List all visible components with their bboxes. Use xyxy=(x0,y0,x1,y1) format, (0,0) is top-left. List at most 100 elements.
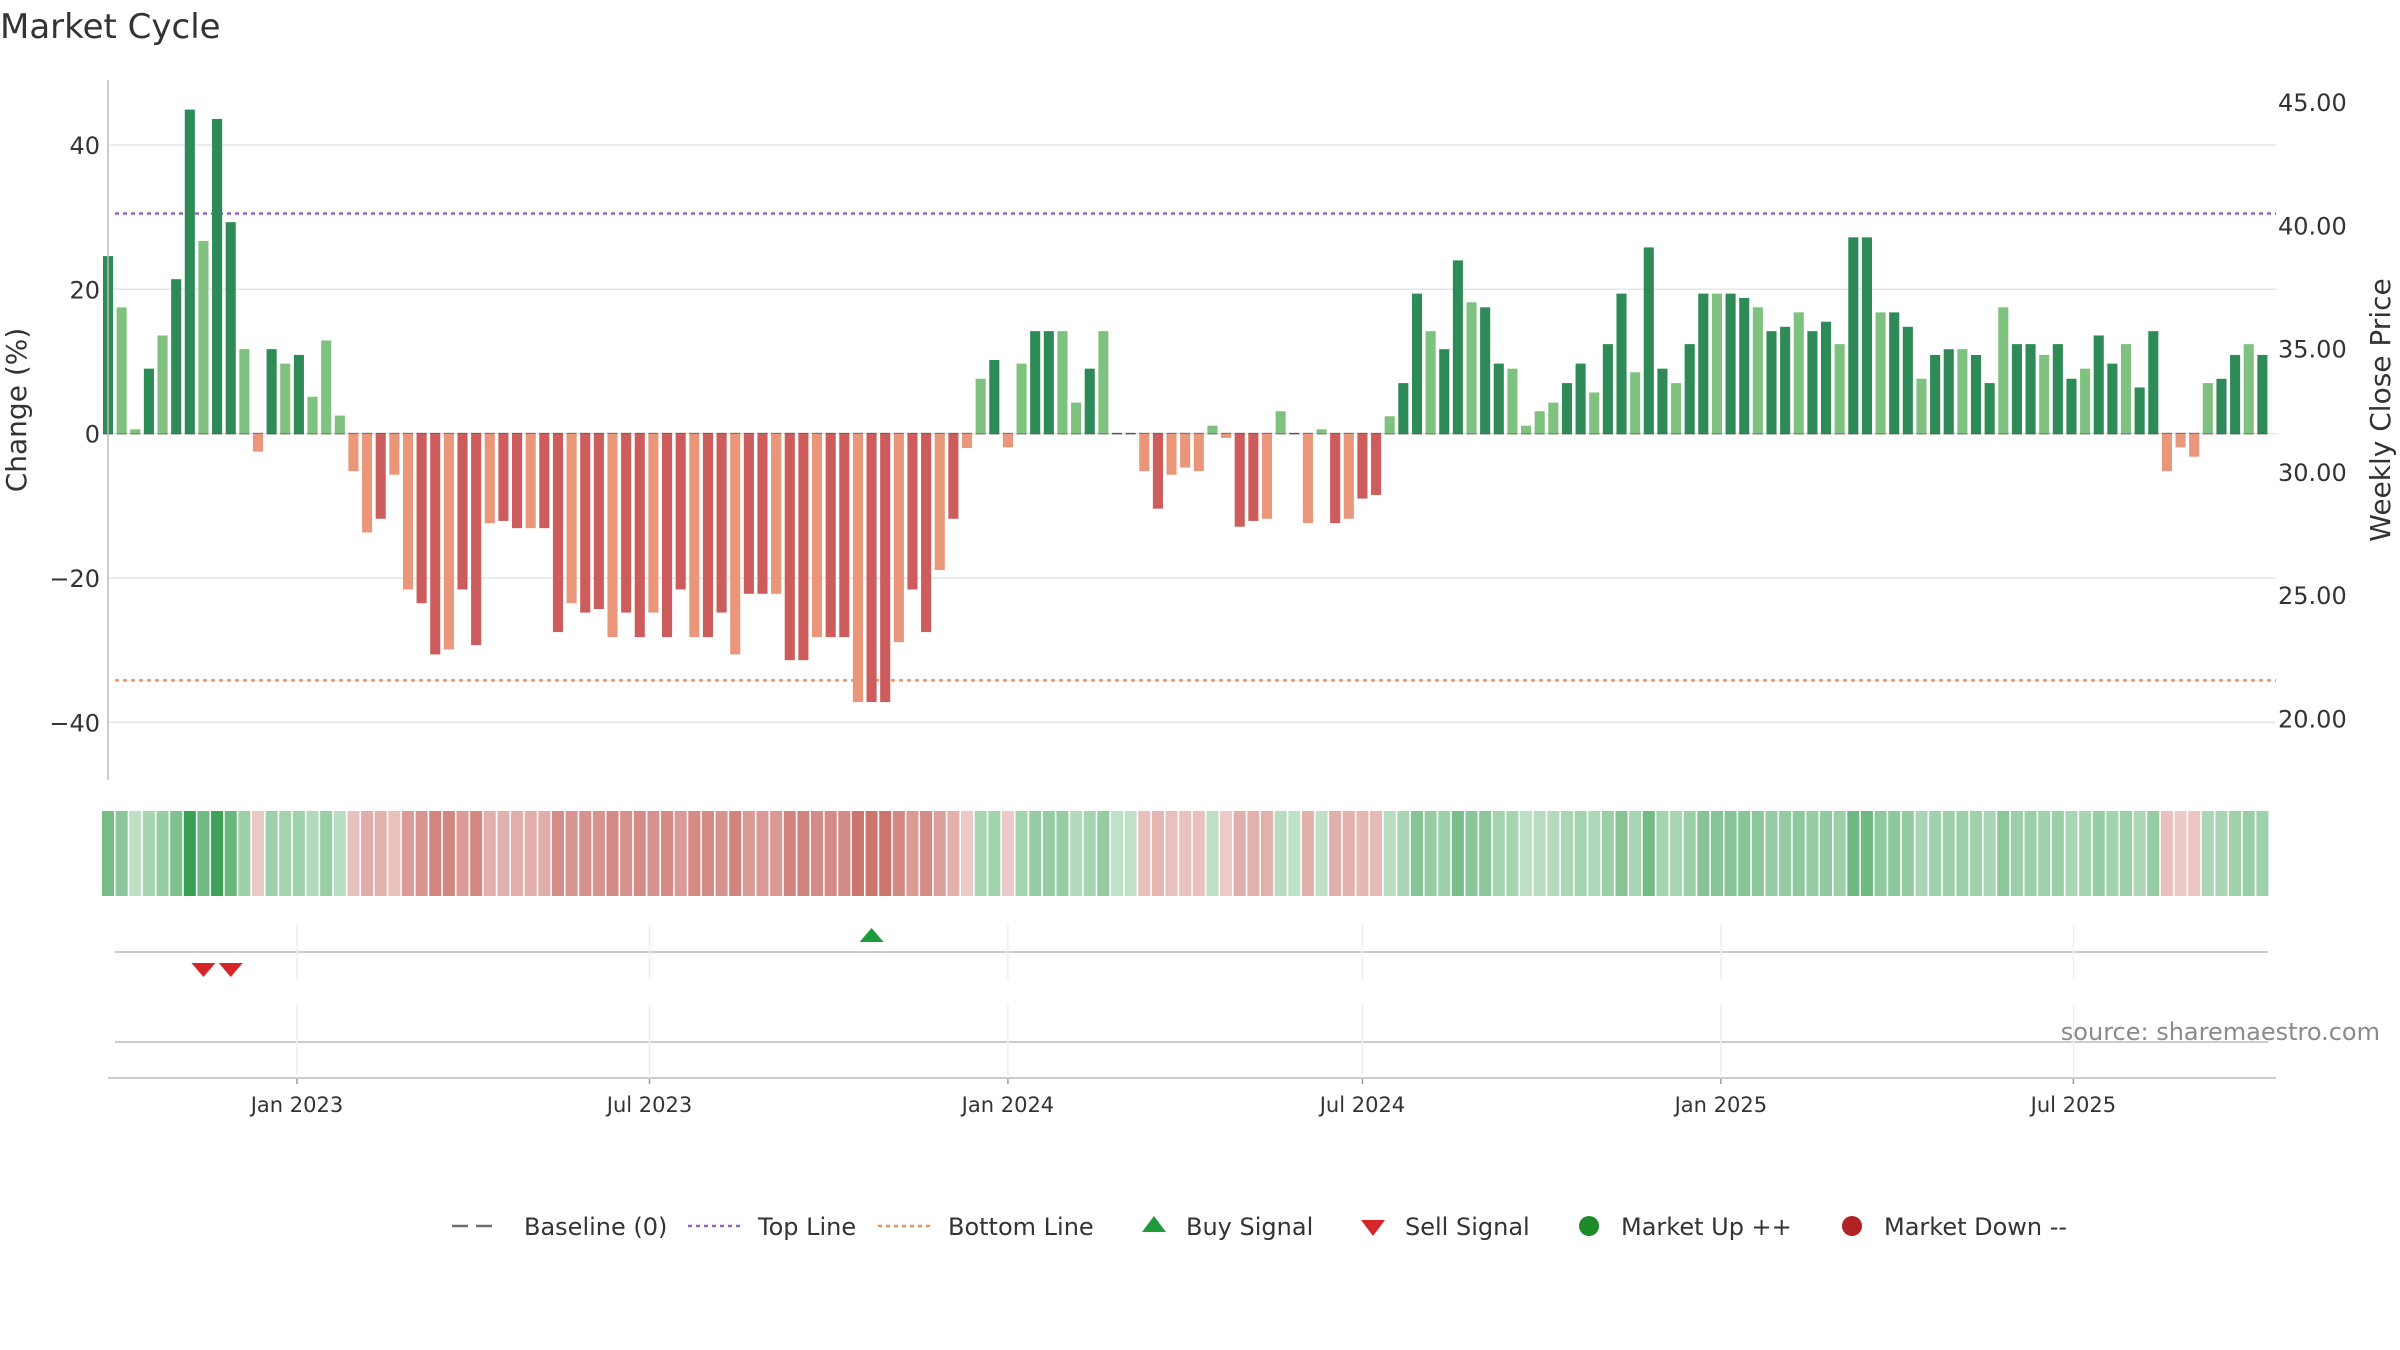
change-bar xyxy=(621,433,632,613)
change-bar xyxy=(1316,429,1327,434)
heat-cell xyxy=(2024,811,2037,896)
heat-cell xyxy=(579,811,592,896)
change-bar xyxy=(1521,425,1532,434)
heat-cell xyxy=(1301,811,1314,896)
change-bar xyxy=(2189,433,2200,457)
change-bar xyxy=(1616,293,1627,434)
change-bar xyxy=(348,433,359,472)
heat-cell xyxy=(2215,811,2228,896)
heat-cell xyxy=(1451,811,1464,896)
change-bar xyxy=(593,433,604,609)
change-bar xyxy=(1384,416,1395,434)
heat-cell xyxy=(170,811,183,896)
heat-cell xyxy=(1710,811,1723,896)
heat-cell xyxy=(974,811,987,896)
change-bar xyxy=(1302,433,1313,524)
heat-cell xyxy=(1806,811,1819,896)
change-bar xyxy=(484,433,495,524)
change-bar xyxy=(1807,331,1818,434)
heat-cell xyxy=(1342,811,1355,896)
heat-cell xyxy=(947,811,960,896)
heat-cell xyxy=(2106,811,2119,896)
change-bar xyxy=(1766,331,1777,434)
change-bar xyxy=(1411,293,1423,434)
heat-cell xyxy=(865,811,878,896)
heat-cell xyxy=(1820,811,1833,896)
change-bar xyxy=(1820,321,1832,434)
change-bar xyxy=(580,433,591,613)
heat-cell xyxy=(1860,811,1873,896)
heat-cell xyxy=(838,811,851,896)
heat-cell xyxy=(1492,811,1505,896)
change-bar xyxy=(375,433,386,519)
change-bar xyxy=(498,433,509,521)
heat-cell xyxy=(333,811,346,896)
change-bar xyxy=(402,433,414,590)
heat-cell xyxy=(1015,811,1028,896)
change-bar xyxy=(2025,344,2036,434)
heat-cell xyxy=(2079,811,2092,896)
heat-cell xyxy=(1888,811,1901,896)
heat-cell xyxy=(565,811,578,896)
change-bar xyxy=(1193,433,1204,472)
heat-cell xyxy=(101,811,115,896)
change-bar xyxy=(1452,260,1463,434)
heat-cell xyxy=(1520,811,1533,896)
change-bar xyxy=(1221,433,1232,438)
legend-item: Baseline (0) xyxy=(452,1213,667,1241)
left-axis: 40 20 0 −20 −40 xyxy=(49,80,109,780)
change-bar xyxy=(1152,433,1163,509)
change-bar xyxy=(1930,354,1941,434)
heat-cell xyxy=(892,811,905,896)
heat-cell xyxy=(511,811,524,896)
heat-cell xyxy=(1138,811,1151,896)
legend-label: Market Down -- xyxy=(1884,1213,2067,1241)
legend: Baseline (0) Top Line Bottom Line Buy Signa… xyxy=(452,1213,2067,1241)
change-bar xyxy=(648,433,659,613)
heat-cell xyxy=(2174,811,2187,896)
change-bar xyxy=(280,363,291,434)
heat-cell xyxy=(1792,811,1805,896)
heat-cell xyxy=(742,811,755,896)
change-bar xyxy=(961,433,973,449)
left-tick-label: 40 xyxy=(69,132,100,160)
heat-cell xyxy=(688,811,701,896)
heat-cell xyxy=(292,811,305,896)
change-bar xyxy=(2148,331,2159,434)
change-bar xyxy=(225,222,236,434)
heat-cell xyxy=(156,811,169,896)
change-bar xyxy=(702,433,713,638)
heat-cell xyxy=(1874,811,1887,896)
change-bar xyxy=(1752,307,1763,434)
change-bar xyxy=(2052,344,2063,434)
heat-cell xyxy=(251,811,265,896)
bars-layer xyxy=(102,109,2268,703)
heat-cell xyxy=(279,811,292,896)
right-tick-label: 20.00 xyxy=(2278,705,2347,733)
heat-cell xyxy=(1083,811,1096,896)
heat-cell xyxy=(811,811,824,896)
heat-cell xyxy=(1124,811,1137,896)
change-bar xyxy=(2107,363,2118,434)
heat-cell xyxy=(129,811,142,896)
heat-cell xyxy=(606,811,619,896)
heat-cell xyxy=(361,811,374,896)
change-bar xyxy=(2230,354,2241,434)
heat-cell xyxy=(1097,811,1110,896)
heat-cell xyxy=(824,811,837,896)
change-bar xyxy=(1071,402,1082,434)
grid-lines xyxy=(108,144,2276,724)
heat-cell xyxy=(1424,811,1437,896)
heat-cell xyxy=(1479,811,1492,896)
change-bar xyxy=(443,433,454,650)
change-bar xyxy=(512,433,523,529)
change-bar xyxy=(239,349,250,434)
change-bar xyxy=(1970,354,1982,434)
right-axis: 45.00 40.00 35.00 30.00 25.00 20.00 xyxy=(2278,89,2347,733)
change-bar xyxy=(1139,433,1150,472)
change-bar xyxy=(1002,433,1013,448)
change-bar xyxy=(252,433,264,452)
legend-label: Bottom Line xyxy=(948,1213,1094,1241)
chart-title: Market Cycle xyxy=(0,7,221,47)
